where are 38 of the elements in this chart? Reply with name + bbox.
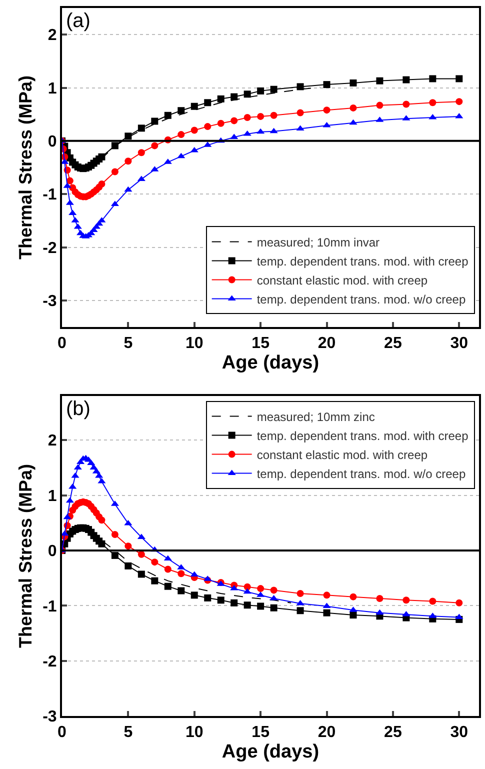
x-tick-label: 30 <box>450 335 468 352</box>
legend-label: constant elastic mod. with creep <box>256 448 428 462</box>
legend-label: temp. dependent trans. mod. with creep <box>256 428 469 443</box>
y-tick-label: 0 <box>48 543 57 560</box>
y-tick-label: -1 <box>42 186 57 204</box>
y-tick-label: 0 <box>48 134 57 151</box>
x-tick-label: 5 <box>124 335 133 352</box>
y-tick-label: 2 <box>48 27 57 44</box>
y-tick-label: 2 <box>48 432 57 450</box>
legend-label: measured; 10mm zinc <box>256 410 375 424</box>
legend-label: temp. dependent trans. mod. w/o creep <box>256 292 466 306</box>
x-tick-label: 15 <box>252 724 270 742</box>
y-tick-label: 1 <box>48 488 57 505</box>
x-axis-title: Age (days) <box>222 352 320 374</box>
x-tick-label: 15 <box>252 335 270 352</box>
annotation: (b) <box>66 398 90 420</box>
y-tick-label: -3 <box>42 708 57 726</box>
x-axis-title: Age (days) <box>222 742 320 762</box>
x-tick-label: 5 <box>124 724 133 742</box>
legend-label: temp. dependent trans. mod. w/o creep <box>256 466 466 481</box>
y-tick-label: -2 <box>42 240 57 257</box>
x-tick-label: 25 <box>384 335 402 352</box>
y-tick-label: -3 <box>42 293 57 310</box>
y-axis-title: Thermal Stress (MPa) <box>15 75 36 260</box>
y-tick-label: 1 <box>48 80 57 98</box>
y-tick-label: -2 <box>42 653 57 670</box>
x-tick-label: 25 <box>384 724 402 742</box>
legend-label: measured; 10mm invar <box>256 235 380 250</box>
legend-label: temp. dependent trans. mod. with creep <box>256 254 469 268</box>
x-tick-label: 20 <box>318 335 336 352</box>
x-tick-label: 10 <box>185 335 204 352</box>
y-tick-label: -1 <box>42 598 57 616</box>
annotation: (a) <box>66 10 90 32</box>
x-tick-label: 20 <box>318 724 336 742</box>
x-tick-label: 10 <box>185 724 204 742</box>
x-tick-label: 30 <box>450 724 468 742</box>
legend-label: constant elastic mod. with creep <box>256 273 428 288</box>
y-axis-title: Thermal Stress (MPa) <box>15 464 36 648</box>
